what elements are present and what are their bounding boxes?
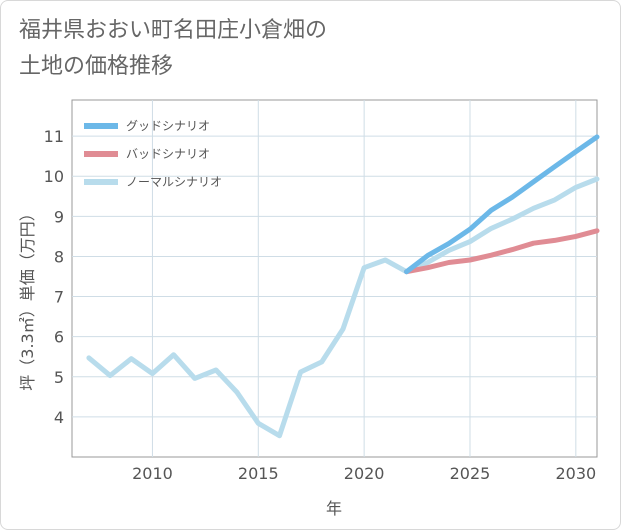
grid-lines — [72, 100, 597, 457]
y-tick-label: 11 — [44, 127, 64, 146]
legend-label: バッドシナリオ — [126, 147, 210, 161]
y-tick-label: 6 — [54, 328, 64, 347]
y-tick-label: 4 — [54, 408, 64, 427]
legend-label: ノーマルシナリオ — [126, 175, 222, 189]
series-line-1 — [404, 228, 600, 275]
chart-title: 福井県おおい町名田庄小倉畑の 土地の価格推移 — [19, 13, 327, 85]
chart-title-line-2: 土地の価格推移 — [19, 54, 174, 79]
y-axis-title: 坪（3.3㎡）単価（万円） — [18, 205, 37, 390]
chart-title-line-1: 福井県おおい町名田庄小倉畑の — [19, 18, 328, 43]
series-lines — [86, 134, 600, 439]
x-tick-label: 2015 — [238, 464, 279, 483]
legend-label: グッドシナリオ — [126, 119, 210, 133]
series-line-0 — [404, 134, 600, 275]
tick-labels: 2010 2015 2020 2025 2030 4 5 6 7 8 9 10 11 — [44, 127, 597, 483]
y-tick-label: 8 — [54, 247, 64, 266]
plot-area — [71, 99, 598, 458]
y-tick-label: 5 — [54, 368, 64, 387]
x-axis-title: 年 — [326, 499, 342, 518]
y-tick-label: 10 — [44, 167, 64, 186]
x-tick-label: 2025 — [450, 464, 491, 483]
x-tick-label: 2030 — [555, 464, 596, 483]
series-line-2 — [86, 176, 600, 439]
y-tick-label: 7 — [54, 288, 64, 307]
x-tick-label: 2010 — [132, 464, 173, 483]
y-tick-label: 9 — [54, 207, 64, 226]
x-tick-label: 2020 — [344, 464, 385, 483]
